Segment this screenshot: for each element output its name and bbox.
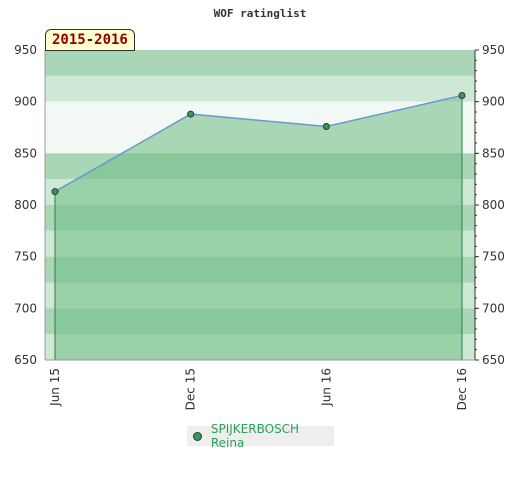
data-point[interactable] — [187, 110, 195, 118]
legend[interactable]: SPIJKERBOSCH Reina — [187, 422, 334, 450]
y-tick-label-right: 900 — [482, 95, 505, 109]
series-line — [54, 94, 463, 193]
data-point[interactable] — [322, 122, 330, 130]
grid-band — [45, 50, 475, 76]
series-area — [54, 94, 463, 360]
y-tick-label-left: 900 — [14, 95, 37, 109]
y-tick-label-right: 750 — [482, 250, 505, 264]
legend-label: SPIJKERBOSCH Reina — [210, 422, 300, 450]
y-tick-label-left: 650 — [14, 353, 37, 367]
legend-marker — [193, 431, 202, 441]
y-tick-label-right: 950 — [482, 43, 505, 57]
date-range-badge: 2015-2016 — [45, 29, 135, 51]
x-tick-label: Jun 16 — [319, 368, 333, 407]
y-tick-label-right: 800 — [482, 198, 505, 212]
grid-band — [45, 75, 475, 102]
y-tick-label-left: 850 — [14, 146, 37, 160]
y-tick-label-left: 750 — [14, 250, 37, 264]
data-point[interactable] — [51, 188, 59, 196]
series-fill — [55, 95, 462, 360]
x-tick-label: Jun 15 — [48, 368, 62, 407]
y-tick-label-left: 700 — [14, 301, 37, 315]
chart-title: WOF ratinglist — [214, 7, 307, 20]
data-points — [51, 91, 466, 196]
y-tick-label-right: 850 — [482, 146, 505, 160]
x-tick-label: Dec 16 — [455, 368, 469, 410]
y-tick-label-right: 650 — [482, 353, 505, 367]
x-tick-label: Dec 15 — [184, 368, 198, 410]
y-tick-label-left: 950 — [14, 43, 37, 57]
data-point[interactable] — [458, 91, 466, 99]
axes: 650 650 700 700 750 750 800 800 850 850 900 900 950 9… — [14, 43, 505, 410]
y-tick-label-right: 700 — [482, 301, 505, 315]
y-tick-label-left: 800 — [14, 198, 37, 212]
